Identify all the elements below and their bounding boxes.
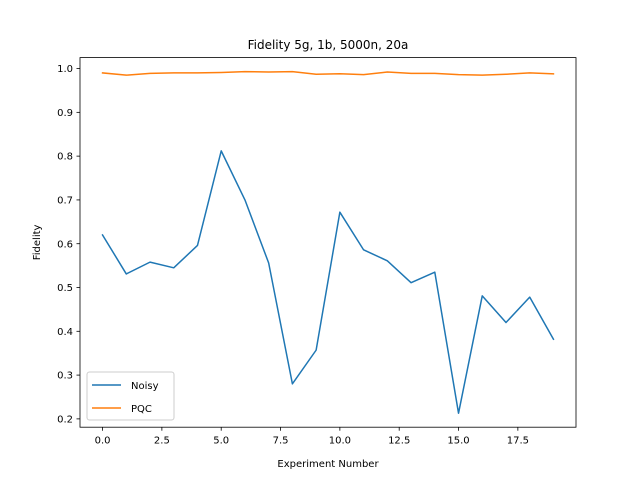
x-axis-ticks: 0.0 2.5 5.0 7.5 10.0 12.5 15.0 17.5 xyxy=(95,427,529,447)
y-tick-label: 0.6 xyxy=(57,239,73,250)
x-tick-label: 0.0 xyxy=(95,436,111,447)
x-tick-label: 2.5 xyxy=(154,436,170,447)
y-tick-label: 0.7 xyxy=(57,196,73,207)
plot-lines xyxy=(101,70,555,414)
x-tick-label: 7.5 xyxy=(273,436,289,447)
series-line-pqc xyxy=(101,70,555,76)
y-tick-label: 0.8 xyxy=(57,152,73,163)
y-tick-label: 0.5 xyxy=(57,283,73,294)
y-axis-label: Fidelity xyxy=(32,224,43,260)
y-tick-label: 1.0 xyxy=(57,64,73,75)
legend-label-noisy: Noisy xyxy=(131,381,159,392)
x-tick-label: 17.5 xyxy=(507,436,529,447)
x-tick-label: 15.0 xyxy=(447,436,469,447)
y-axis-ticks: 0.2 0.3 0.4 0.5 0.6 0.7 0.8 0.9 1.0 xyxy=(57,64,80,425)
x-axis-label: Experiment Number xyxy=(277,459,379,470)
x-tick-label: 5.0 xyxy=(213,436,229,447)
y-tick-label: 0.3 xyxy=(57,371,73,382)
y-tick-label: 0.4 xyxy=(57,327,73,338)
legend: Noisy PQC xyxy=(86,371,175,421)
x-tick-label: 12.5 xyxy=(388,436,410,447)
chart-title: Fidelity 5g, 1b, 5000n, 20a xyxy=(248,38,409,52)
y-tick-label: 0.2 xyxy=(57,414,73,425)
y-tick-label: 0.9 xyxy=(57,108,73,119)
plot-frame xyxy=(79,57,577,428)
legend-label-pqc: PQC xyxy=(131,404,152,415)
series-line-noisy xyxy=(101,150,555,414)
x-tick-label: 10.0 xyxy=(329,436,351,447)
